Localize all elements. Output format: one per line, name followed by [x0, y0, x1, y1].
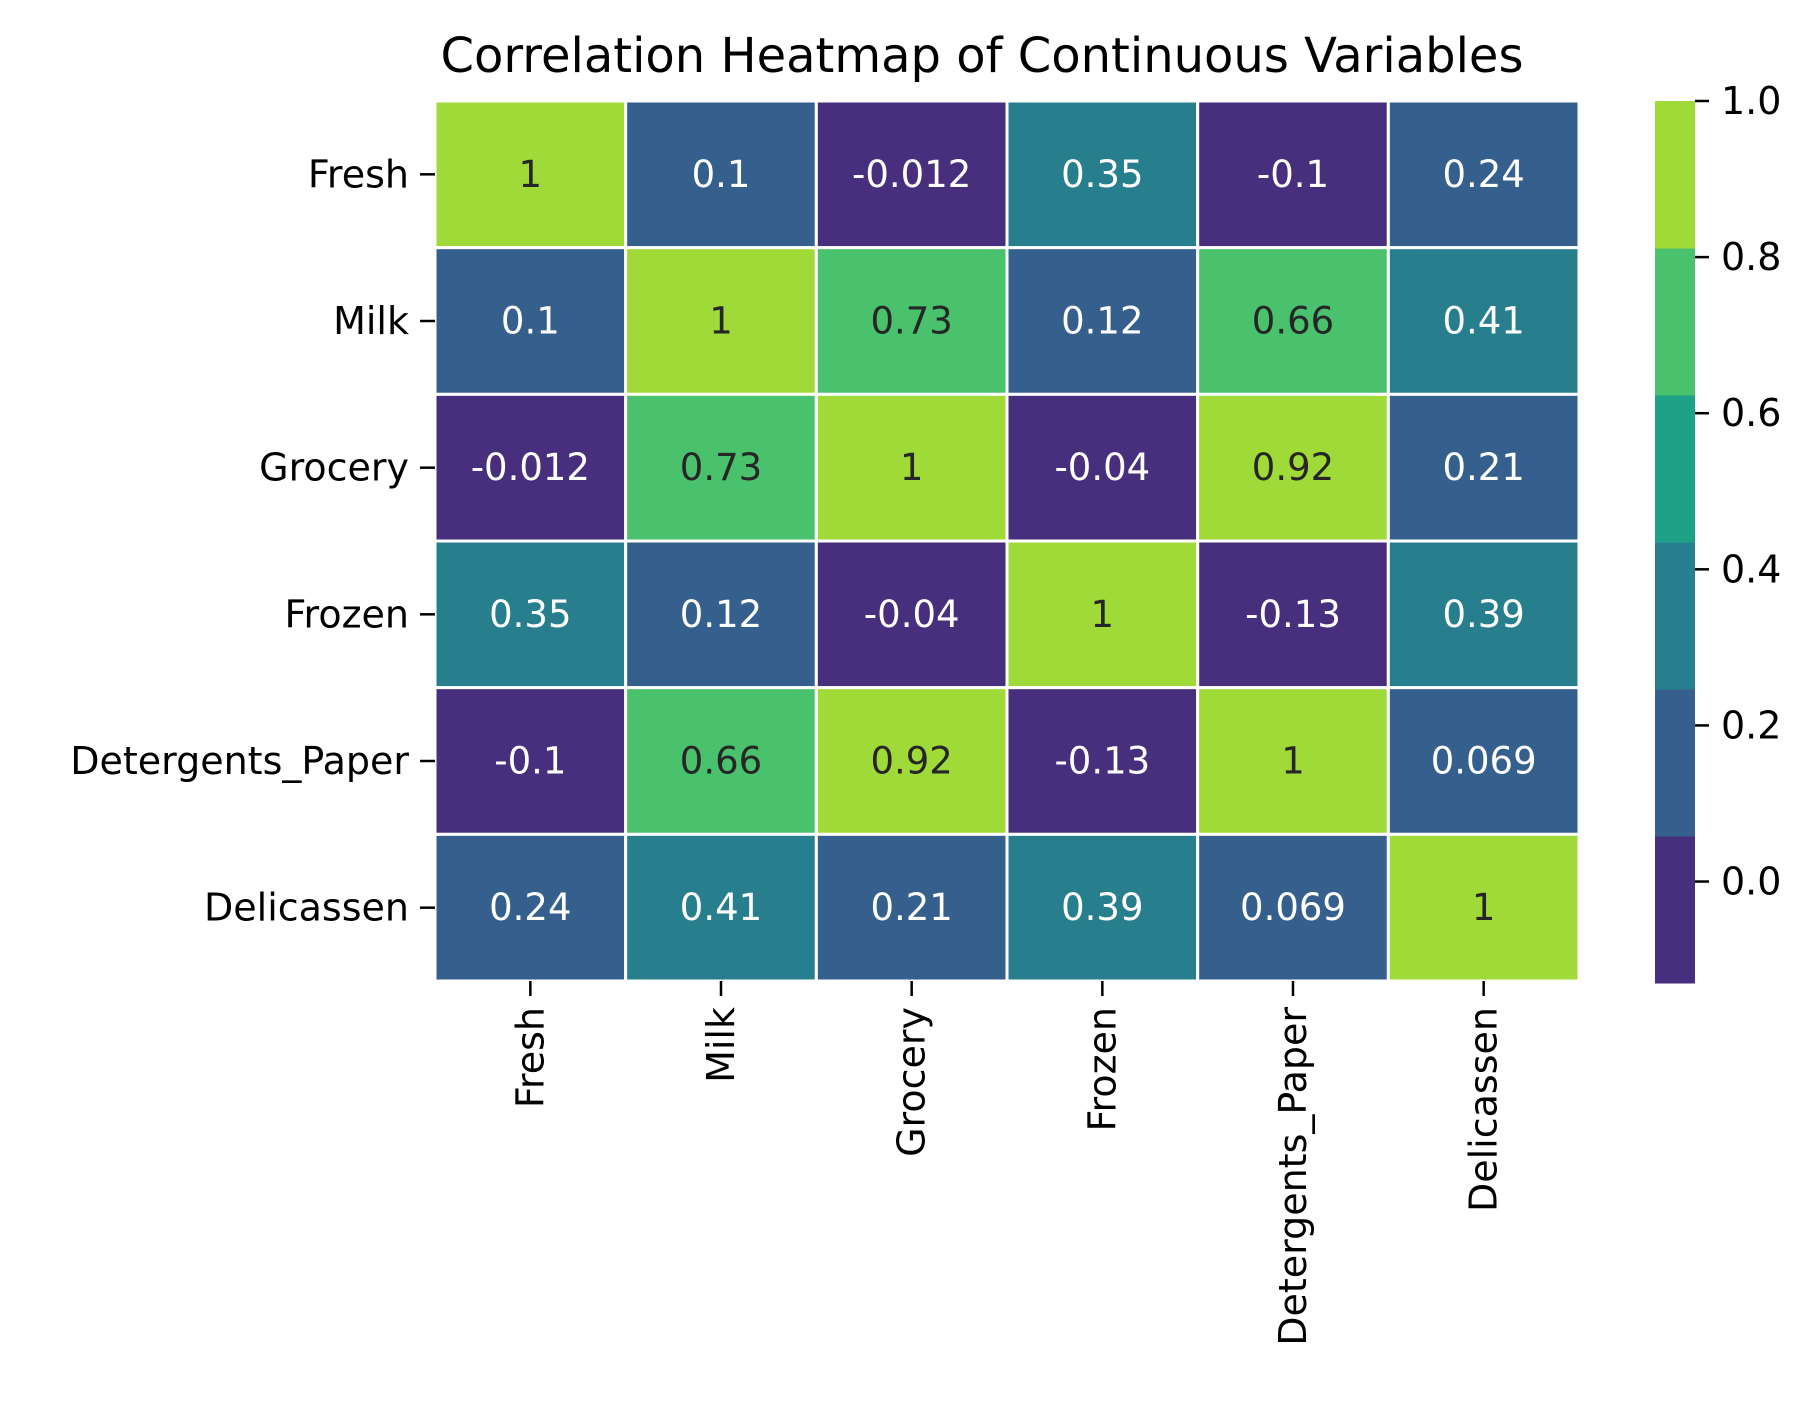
cell-value-label: 0.35 [1061, 153, 1143, 196]
heatmap-cell [1386, 246, 1581, 396]
heatmap-cell [433, 392, 628, 543]
heatmap-cell [814, 99, 1009, 250]
cell-value-label: -0.13 [1054, 740, 1150, 783]
heatmap-cell [624, 686, 818, 836]
y-tick-label: Frozen [284, 592, 409, 636]
heatmap-cell [1196, 686, 1390, 836]
cell-value-label: 0.73 [680, 446, 762, 489]
y-tick-label: Grocery [259, 446, 409, 490]
colorbar-segment [1655, 395, 1695, 543]
cell-value-label: 1 [709, 300, 733, 343]
cell-value-label: 0.39 [1061, 886, 1143, 929]
colorbar-segment [1655, 542, 1695, 690]
x-tick-label: Delicassen [1462, 1007, 1506, 1212]
cell-value-label: -0.012 [471, 446, 590, 489]
heatmap-cell [624, 392, 818, 543]
colorbar-tick-label: 1.0 [1721, 79, 1781, 123]
heatmap-cell [814, 539, 1009, 690]
cell-value-label: 0.1 [501, 300, 560, 343]
colorbar-segment [1655, 248, 1695, 396]
heatmap-cell [433, 99, 628, 250]
cell-value-label: 1 [1472, 886, 1496, 929]
colorbar-segment [1655, 689, 1695, 837]
y-axis-ticks: Fresh Milk Grocery Frozen Detergents_Paper De… [70, 152, 435, 930]
heatmap-cells: 1 0.1 -0.012 0.35 -0.1 0.24 0.1 1 0.73 0.12 0.66 0.… [433, 99, 1581, 983]
cell-value-label: 0.35 [489, 593, 571, 636]
heatmap-cell [624, 246, 818, 396]
x-tick-label: Frozen [1080, 1007, 1124, 1132]
cell-value-label: 1 [519, 153, 543, 196]
x-tick-label: Fresh [508, 1007, 552, 1108]
cell-value-label: -0.1 [494, 740, 566, 783]
heatmap-cell [1196, 832, 1390, 983]
heatmap-cell [1005, 392, 1200, 543]
cell-value-label: -0.04 [864, 593, 960, 636]
cell-value-label: 1 [1281, 740, 1305, 783]
colorbar-tick-label: 0.6 [1721, 391, 1781, 435]
heatmap-cell [1196, 539, 1390, 690]
cell-value-label: 0.069 [1431, 740, 1537, 783]
cell-value-label: -0.13 [1245, 593, 1341, 636]
x-axis-ticks: Fresh Milk Grocery Frozen Detergents_Paper De… [508, 981, 1506, 1346]
y-tick-label: Milk [333, 299, 409, 343]
cell-value-label: 0.069 [1240, 886, 1346, 929]
cell-value-label: 1 [900, 446, 924, 489]
colorbar-tick-label: 0.0 [1721, 860, 1781, 904]
cell-value-label: 0.41 [680, 886, 762, 929]
heatmap-cell [624, 99, 818, 250]
x-tick-label: Detergents_Paper [1271, 1007, 1315, 1346]
cell-value-label: 0.12 [680, 593, 762, 636]
cell-value-label: 0.41 [1442, 300, 1524, 343]
colorbar-tick-label: 0.4 [1721, 547, 1781, 591]
cell-value-label: 0.39 [1442, 593, 1524, 636]
heatmap-cell [1005, 246, 1200, 396]
colorbar-tick-label: 0.8 [1721, 235, 1781, 279]
cell-value-label: 0.92 [1252, 446, 1334, 489]
chart-title: Correlation Heatmap of Continuous Variab… [441, 28, 1524, 84]
cell-value-label: 0.24 [489, 886, 571, 929]
cell-value-label: 0.66 [1252, 300, 1334, 343]
heatmap-cell [1386, 392, 1581, 543]
y-tick-label: Delicassen [204, 886, 409, 930]
heatmap-cell [814, 392, 1009, 543]
cell-value-label: 0.1 [692, 153, 751, 196]
cell-value-label: 0.24 [1442, 153, 1524, 196]
heatmap-cell [1386, 832, 1581, 983]
heatmap-cell [433, 832, 628, 983]
cell-value-label: 0.21 [870, 886, 952, 929]
cell-value-label: 1 [1091, 593, 1115, 636]
heatmap-cell [1386, 686, 1581, 836]
heatmap-cell [1196, 392, 1390, 543]
colorbar-segment [1655, 101, 1695, 249]
colorbar-tick-label: 0.2 [1721, 703, 1781, 747]
cell-value-label: -0.1 [1257, 153, 1329, 196]
heatmap-cell [814, 246, 1009, 396]
cell-value-label: -0.012 [852, 153, 971, 196]
cell-value-label: -0.04 [1054, 446, 1150, 489]
colorbar: 0.0 0.2 0.4 0.6 0.8 1.0 [1655, 79, 1781, 984]
colorbar-segment [1655, 836, 1695, 984]
y-tick-label: Fresh [308, 152, 409, 196]
y-tick-label: Detergents_Paper [70, 739, 409, 783]
cell-value-label: 0.66 [680, 740, 762, 783]
x-tick-label: Grocery [890, 1007, 934, 1157]
x-tick-label: Milk [699, 1007, 743, 1083]
heatmap-cell [433, 686, 628, 836]
heatmap-cell [1386, 539, 1581, 690]
heatmap-cell [1005, 539, 1200, 690]
cell-value-label: 0.21 [1442, 446, 1524, 489]
cell-value-label: 0.12 [1061, 300, 1143, 343]
cell-value-label: 0.92 [870, 740, 952, 783]
cell-value-label: 0.73 [870, 300, 952, 343]
